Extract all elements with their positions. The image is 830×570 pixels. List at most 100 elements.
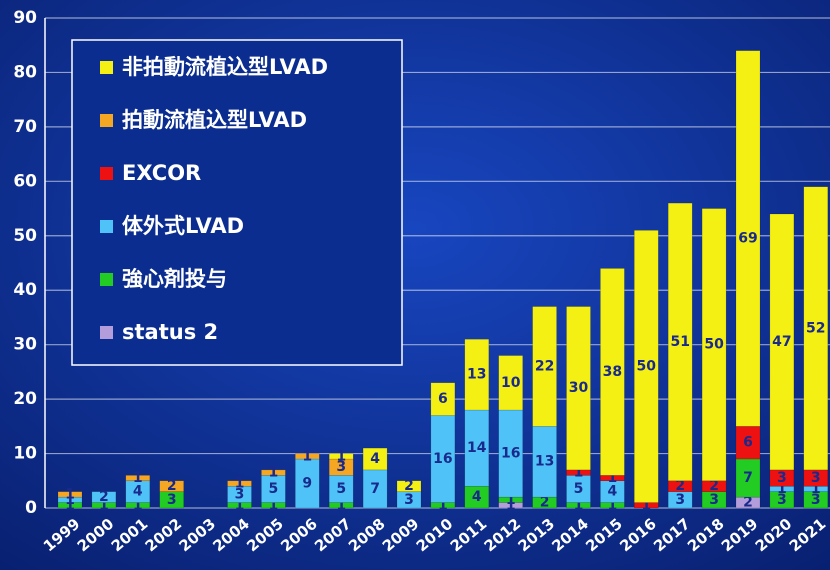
y-tick-label: 90 [13, 8, 37, 28]
data-label: 9 [302, 476, 312, 492]
data-label: 1 [574, 497, 584, 513]
bar-segment [328, 453, 354, 460]
bar-segment [91, 491, 117, 503]
data-label: 7 [370, 481, 380, 497]
data-label: 5 [269, 481, 279, 497]
data-label: 1 [302, 448, 312, 464]
legend-swatch [100, 61, 113, 74]
data-label: 3 [235, 486, 245, 502]
data-label: 14 [467, 440, 487, 456]
data-label: 2 [743, 495, 753, 511]
data-label: 1 [269, 465, 279, 481]
legend-swatch [100, 326, 113, 339]
data-label: 2 [709, 478, 719, 494]
data-label: 69 [738, 231, 757, 247]
data-label: 3 [777, 492, 787, 508]
data-label: 2 [540, 495, 550, 511]
bar-segment [464, 409, 490, 487]
legend-label: 拍動流植込型LVAD [122, 108, 307, 132]
data-label: 1 [506, 492, 516, 508]
bar-segment [125, 475, 151, 482]
bar-segment [667, 202, 693, 482]
bar-segment [634, 230, 659, 503]
data-label: 16 [501, 446, 520, 462]
data-label: 1 [506, 497, 516, 513]
bar-segment [261, 475, 286, 503]
legend-label: EXCOR [122, 161, 201, 185]
bar-segment [498, 355, 523, 411]
legend-label: 非拍動流植込型LVAD [122, 55, 328, 79]
legend-swatch [100, 167, 113, 180]
y-tick-label: 30 [13, 335, 37, 355]
bar-segment [566, 306, 591, 471]
data-label: 1 [641, 497, 651, 513]
y-tick-label: 70 [13, 117, 37, 137]
legend-label: 強心剤投与 [122, 267, 227, 291]
data-label: 5 [574, 481, 584, 497]
data-label: 1 [65, 486, 75, 502]
data-label: 3 [811, 492, 821, 508]
data-label: 3 [167, 492, 177, 508]
bar-segment [295, 453, 320, 460]
y-tick-label: 60 [13, 171, 37, 191]
legend-label: 体外式LVAD [122, 214, 244, 238]
bar-segment [600, 268, 625, 476]
data-label: 13 [535, 454, 554, 470]
bar-segment [362, 447, 388, 471]
data-label: 1 [811, 481, 821, 497]
bar-segment [328, 475, 354, 503]
data-label: 10 [501, 375, 521, 391]
y-tick-label: 80 [13, 62, 37, 82]
data-label: 1 [336, 448, 346, 464]
bar-segment [464, 338, 490, 411]
data-label: 1 [336, 497, 346, 513]
bar-segment [735, 50, 761, 427]
bar-segment [735, 426, 761, 460]
data-label: 1 [608, 497, 618, 513]
data-label: 1 [608, 470, 618, 486]
y-tick-label: 40 [13, 280, 37, 300]
data-label: 5 [336, 481, 346, 497]
data-label: 3 [404, 492, 414, 508]
data-label: 2 [404, 478, 414, 494]
data-label: 6 [438, 391, 448, 407]
bar-segment [701, 208, 727, 482]
y-tick-label: 20 [13, 389, 37, 409]
data-label: 4 [370, 451, 380, 467]
data-label: 13 [467, 367, 486, 383]
data-label: 3 [336, 459, 346, 475]
data-label: 4 [472, 489, 482, 505]
data-label: 3 [709, 492, 719, 508]
data-label: 2 [675, 478, 685, 494]
bar-segment [566, 475, 591, 503]
legend-label: status 2 [122, 320, 218, 344]
data-label: 1 [133, 497, 143, 513]
data-label: 1 [65, 492, 75, 508]
data-label: 1 [438, 497, 448, 513]
data-label: 1 [133, 470, 143, 486]
data-label: 1 [574, 465, 584, 481]
data-label: 30 [569, 380, 589, 396]
data-label: 4 [608, 484, 618, 500]
data-label: 1 [777, 481, 787, 497]
data-label: 3 [811, 470, 821, 486]
data-label: 51 [670, 334, 689, 350]
data-label: 4 [133, 484, 143, 500]
data-label: 1 [99, 497, 109, 513]
legend-swatch [100, 273, 113, 286]
y-tick-label: 50 [13, 226, 37, 246]
data-label: 38 [603, 364, 622, 380]
bar-segment [159, 480, 184, 492]
data-label: 1 [65, 497, 75, 513]
data-label: 47 [772, 334, 791, 350]
bar-segment [566, 469, 591, 476]
data-label: 1 [269, 497, 279, 513]
bar-segment [532, 306, 557, 427]
legend-box [71, 39, 403, 366]
data-label: 1 [235, 476, 245, 492]
data-label: 50 [637, 358, 657, 374]
data-label: 7 [743, 470, 753, 486]
legend-swatch [100, 114, 113, 127]
data-label: 50 [704, 337, 724, 353]
